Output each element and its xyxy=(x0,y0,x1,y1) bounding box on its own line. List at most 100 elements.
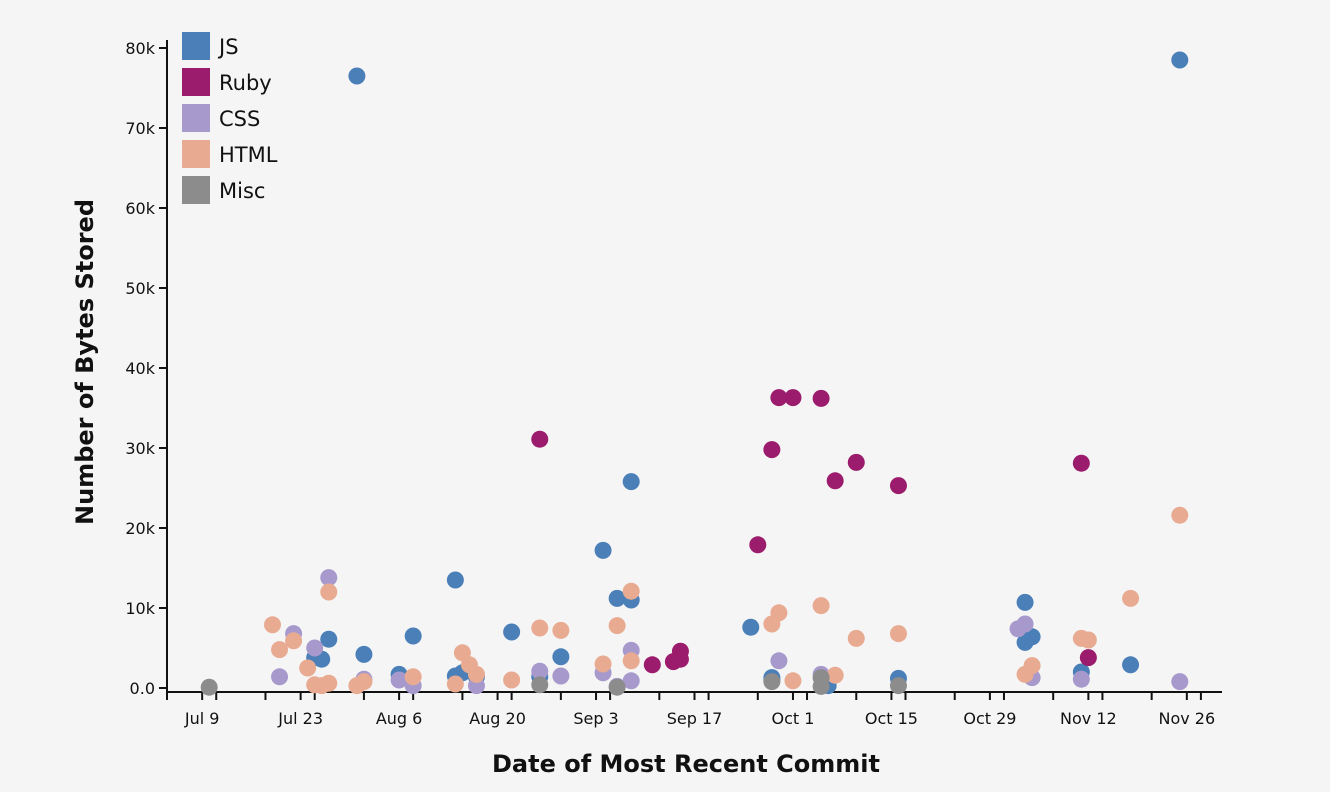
data-point-html xyxy=(299,659,317,677)
data-point-html xyxy=(763,615,781,633)
data-point-misc xyxy=(200,678,218,696)
data-point-ruby xyxy=(1072,454,1090,472)
data-point-misc xyxy=(763,673,781,691)
data-point-js xyxy=(320,630,338,648)
y-tick-label: 40k xyxy=(125,359,155,378)
data-point-html xyxy=(889,625,907,643)
data-point-html xyxy=(847,629,865,647)
data-point-css xyxy=(770,652,788,670)
data-point-js xyxy=(1122,656,1140,674)
data-point-css xyxy=(306,639,324,657)
data-point-js xyxy=(594,541,612,559)
data-point-css xyxy=(531,662,549,680)
data-point-misc xyxy=(531,676,549,694)
data-point-html xyxy=(608,617,626,635)
y-tick-label: 60k xyxy=(125,199,155,218)
data-point-css xyxy=(271,668,289,686)
x-tick-label: Jul 9 xyxy=(184,709,220,728)
data-point-ruby xyxy=(664,653,682,671)
data-point-html xyxy=(348,677,366,695)
data-point-ruby xyxy=(531,430,549,448)
data-point-misc xyxy=(889,677,907,695)
data-point-js xyxy=(446,571,464,589)
data-point-js xyxy=(742,618,760,636)
data-point-html xyxy=(1016,665,1034,683)
x-tick-label: Oct 29 xyxy=(963,709,1016,728)
data-point-html xyxy=(1079,631,1097,649)
data-point-js xyxy=(1016,633,1034,651)
legend-label-css: CSS xyxy=(219,107,260,131)
data-point-html xyxy=(503,671,521,689)
legend-label-js: JS xyxy=(217,35,239,59)
data-point-js xyxy=(348,67,366,85)
y-tick-label: 20k xyxy=(125,519,155,538)
y-tick-label: 30k xyxy=(125,439,155,458)
data-point-js xyxy=(608,589,626,607)
data-point-js xyxy=(404,627,422,645)
legend-swatch-misc xyxy=(182,176,210,204)
data-point-html xyxy=(313,677,331,695)
data-point-html xyxy=(1122,589,1140,607)
data-point-ruby xyxy=(770,389,788,407)
data-point-ruby xyxy=(826,472,844,490)
legend-swatch-html xyxy=(182,140,210,168)
y-tick-label: 80k xyxy=(125,39,155,58)
y-tick-label: 50k xyxy=(125,279,155,298)
data-point-css xyxy=(1171,673,1189,691)
data-point-ruby xyxy=(847,453,865,471)
legend-label-misc: Misc xyxy=(219,179,265,203)
data-point-ruby xyxy=(1079,649,1097,667)
data-point-html xyxy=(467,665,485,683)
x-tick-label: Oct 15 xyxy=(865,709,918,728)
data-point-html xyxy=(531,619,549,637)
data-point-js xyxy=(622,473,640,491)
y-tick-label: 0.0 xyxy=(130,679,155,698)
y-axis-title: Number of Bytes Stored xyxy=(71,199,99,525)
data-point-ruby xyxy=(812,389,830,407)
data-point-js xyxy=(552,648,570,666)
y-tick-label: 10k xyxy=(125,599,155,618)
legend-swatch-css xyxy=(182,104,210,132)
data-point-html xyxy=(552,621,570,639)
data-point-css xyxy=(552,667,570,685)
x-tick-label: Oct 1 xyxy=(771,709,814,728)
data-point-js xyxy=(1016,593,1034,611)
data-point-js xyxy=(355,645,373,663)
x-tick-label: Sep 3 xyxy=(573,709,618,728)
data-point-html xyxy=(622,582,640,600)
data-point-ruby xyxy=(784,389,802,407)
legend-label-html: HTML xyxy=(219,143,278,167)
data-point-html xyxy=(404,668,422,686)
data-point-js xyxy=(1171,51,1189,69)
x-tick-label: Nov 12 xyxy=(1060,709,1117,728)
data-point-html xyxy=(826,666,844,684)
data-point-html xyxy=(264,616,281,634)
data-point-ruby xyxy=(749,536,767,554)
data-point-misc xyxy=(608,678,626,696)
data-point-html xyxy=(446,675,464,693)
data-point-css xyxy=(390,671,408,689)
data-point-html xyxy=(320,583,338,601)
data-point-css xyxy=(1072,670,1090,688)
data-point-css xyxy=(622,672,640,690)
data-point-misc xyxy=(812,677,830,695)
data-point-ruby xyxy=(763,441,781,459)
legend-swatch-js xyxy=(182,32,210,60)
data-point-ruby xyxy=(889,477,907,495)
data-point-html xyxy=(271,641,289,659)
data-point-js xyxy=(503,623,521,641)
legend-swatch-ruby xyxy=(182,68,210,96)
x-tick-label: Nov 26 xyxy=(1158,709,1215,728)
y-tick-label: 70k xyxy=(125,119,155,138)
data-point-css xyxy=(320,569,338,587)
data-point-html xyxy=(622,652,640,670)
data-point-html xyxy=(1171,506,1189,524)
x-tick-label: Jul 23 xyxy=(277,709,323,728)
data-point-html xyxy=(784,672,802,690)
data-point-css xyxy=(1009,620,1027,638)
data-point-html xyxy=(812,597,830,615)
x-tick-label: Aug 6 xyxy=(376,709,423,728)
x-axis-title: Date of Most Recent Commit xyxy=(492,750,880,778)
data-point-html xyxy=(594,655,612,673)
